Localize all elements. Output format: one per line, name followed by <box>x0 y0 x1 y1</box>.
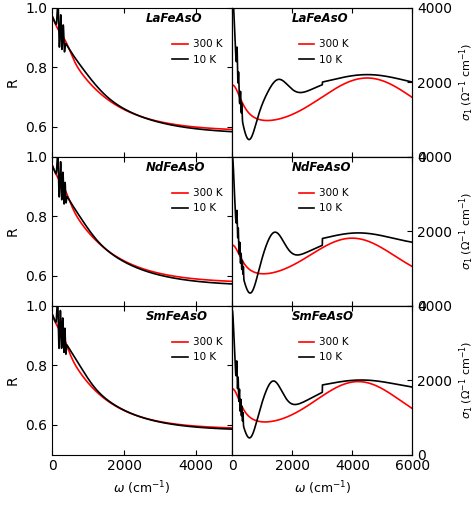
Legend: 300 K, 10 K: 300 K, 10 K <box>168 333 227 367</box>
Y-axis label: $\sigma_1$ ($\Omega^{-1}$ cm$^{-1}$): $\sigma_1$ ($\Omega^{-1}$ cm$^{-1}$) <box>458 192 474 270</box>
X-axis label: $\omega$ (cm$^{-1}$): $\omega$ (cm$^{-1}$) <box>113 479 171 496</box>
Legend: 300 K, 10 K: 300 K, 10 K <box>294 333 353 367</box>
Y-axis label: $\sigma_1$ ($\Omega^{-1}$ cm$^{-1}$): $\sigma_1$ ($\Omega^{-1}$ cm$^{-1}$) <box>458 43 474 121</box>
Text: SmFeAsO: SmFeAsO <box>146 310 208 323</box>
X-axis label: $\omega$ (cm$^{-1}$): $\omega$ (cm$^{-1}$) <box>293 479 351 496</box>
Text: LaFeAsO: LaFeAsO <box>146 12 202 25</box>
Text: NdFeAsO: NdFeAsO <box>146 161 205 174</box>
Y-axis label: $\sigma_1$ ($\Omega^{-1}$ cm$^{-1}$): $\sigma_1$ ($\Omega^{-1}$ cm$^{-1}$) <box>458 341 474 419</box>
Y-axis label: R: R <box>6 375 20 385</box>
Text: SmFeAsO: SmFeAsO <box>292 310 354 323</box>
Legend: 300 K, 10 K: 300 K, 10 K <box>294 35 353 69</box>
Legend: 300 K, 10 K: 300 K, 10 K <box>294 184 353 218</box>
Text: LaFeAsO: LaFeAsO <box>292 12 348 25</box>
Y-axis label: R: R <box>6 226 20 236</box>
Text: NdFeAsO: NdFeAsO <box>292 161 351 174</box>
Y-axis label: R: R <box>6 77 20 87</box>
Legend: 300 K, 10 K: 300 K, 10 K <box>168 35 227 69</box>
Legend: 300 K, 10 K: 300 K, 10 K <box>168 184 227 218</box>
